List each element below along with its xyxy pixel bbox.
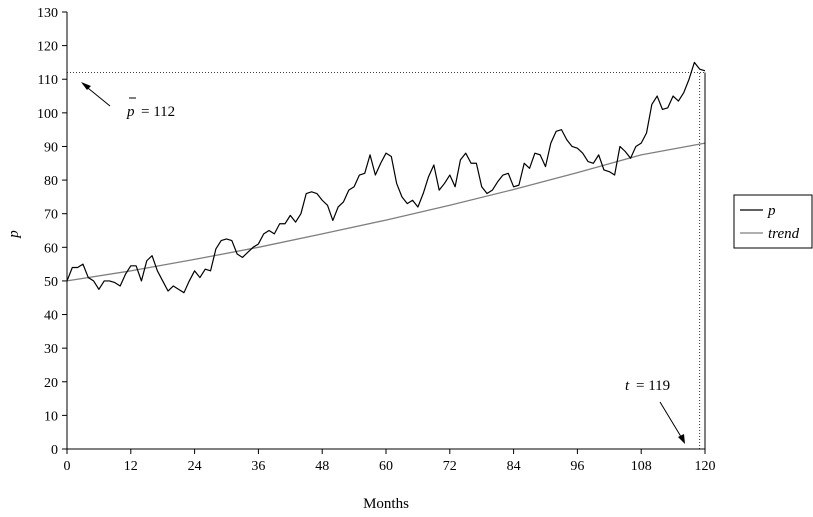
y-tick-label: 70 [44,208,58,223]
annotation-t: t = 119 [625,378,685,444]
annotation-pbar-value: = 112 [141,104,175,120]
x-axis-title: Months [363,496,409,512]
series-p-line [66,61,706,294]
x-tick-label: 60 [379,459,393,474]
y-tick-label: 0 [51,443,58,458]
annotation-t-symbol: t [625,378,630,394]
y-tick-label: 100 [37,107,58,122]
y-tick-label: 50 [44,275,58,290]
y-tick-label: 30 [44,342,58,357]
y-tick-label: 130 [37,6,58,21]
y-axis: 0 10 20 30 40 50 60 70 80 90 100 110 120 130 [37,6,67,458]
annotation-pbar-arrowhead [81,82,91,90]
x-tick-label: 96 [570,459,584,474]
y-tick-label: 60 [44,241,58,256]
legend-label-trend: trend [768,226,800,242]
series-trend-line [66,142,706,282]
y-tick-label: 120 [37,40,58,55]
annotation-t-arrow [659,401,684,441]
series-lines [66,61,706,294]
legend-label-p: p [767,203,776,219]
x-tick-label: 120 [695,459,716,474]
y-tick-label: 40 [44,309,58,324]
legend: p trend [733,194,813,249]
y-tick-label: 20 [44,376,58,391]
y-tick-label: 90 [44,140,58,155]
legend-box [733,194,813,249]
y-tick-label: 80 [44,174,58,189]
plot-frame [66,12,706,450]
x-tick-label: 84 [507,459,521,474]
annotation-pbar: p = 112 [81,82,175,120]
x-tick-label: 48 [315,459,329,474]
x-tick-label: 36 [251,459,265,474]
annotation-t-value: = 119 [636,378,670,394]
x-tick-label: 72 [443,459,457,474]
y-axis-title: p [6,230,22,239]
reference-lines [67,72,705,449]
annotation-pbar-symbol: p [126,104,135,120]
x-tick-label: 24 [188,459,202,474]
x-tick-label: 0 [64,459,71,474]
x-tick-label: 108 [631,459,652,474]
y-tick-label: 110 [38,73,58,88]
y-tick-label: 10 [44,409,58,424]
x-axis: 0 12 24 36 48 60 72 84 96 108 120 [64,449,716,474]
x-tick-label: 12 [124,459,138,474]
annotation-t-arrowhead [678,434,685,444]
